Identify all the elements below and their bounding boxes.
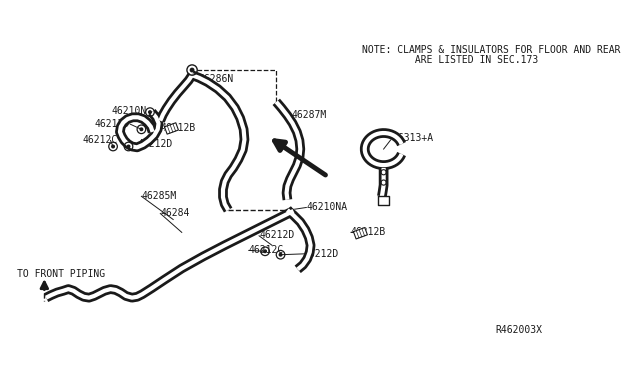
Text: 46212D: 46212D (259, 230, 294, 240)
Text: 46212C: 46212C (82, 135, 117, 145)
Text: 46212C: 46212C (249, 246, 284, 256)
Text: 46212B: 46212B (160, 123, 196, 132)
Text: 46287M: 46287M (292, 110, 327, 120)
Circle shape (279, 253, 282, 256)
Text: 46313+A: 46313+A (392, 133, 433, 143)
Text: R462003X: R462003X (495, 326, 543, 336)
Circle shape (112, 145, 115, 148)
Text: 46210NA: 46210NA (307, 202, 348, 212)
Circle shape (140, 128, 143, 131)
Polygon shape (164, 123, 179, 134)
Text: 46212B: 46212B (351, 227, 386, 237)
Circle shape (264, 250, 266, 253)
Text: 46212D: 46212D (94, 119, 129, 129)
Text: 46212D: 46212D (304, 249, 339, 259)
Polygon shape (353, 228, 367, 239)
Circle shape (127, 145, 130, 148)
Text: 46285M: 46285M (141, 191, 177, 201)
Circle shape (148, 111, 151, 113)
Text: ARE LISTED IN SEC.173: ARE LISTED IN SEC.173 (362, 55, 538, 65)
Text: NOTE: CLAMPS & INSULATORS FOR FLOOR AND REAR: NOTE: CLAMPS & INSULATORS FOR FLOOR AND … (362, 45, 621, 55)
Text: 46212D: 46212D (137, 139, 172, 149)
Text: TO FRONT PIPING: TO FRONT PIPING (17, 269, 105, 279)
Circle shape (190, 68, 194, 72)
Text: 46210N: 46210N (111, 106, 147, 116)
Text: 46286N: 46286N (199, 74, 234, 84)
Text: 46284: 46284 (160, 208, 189, 218)
